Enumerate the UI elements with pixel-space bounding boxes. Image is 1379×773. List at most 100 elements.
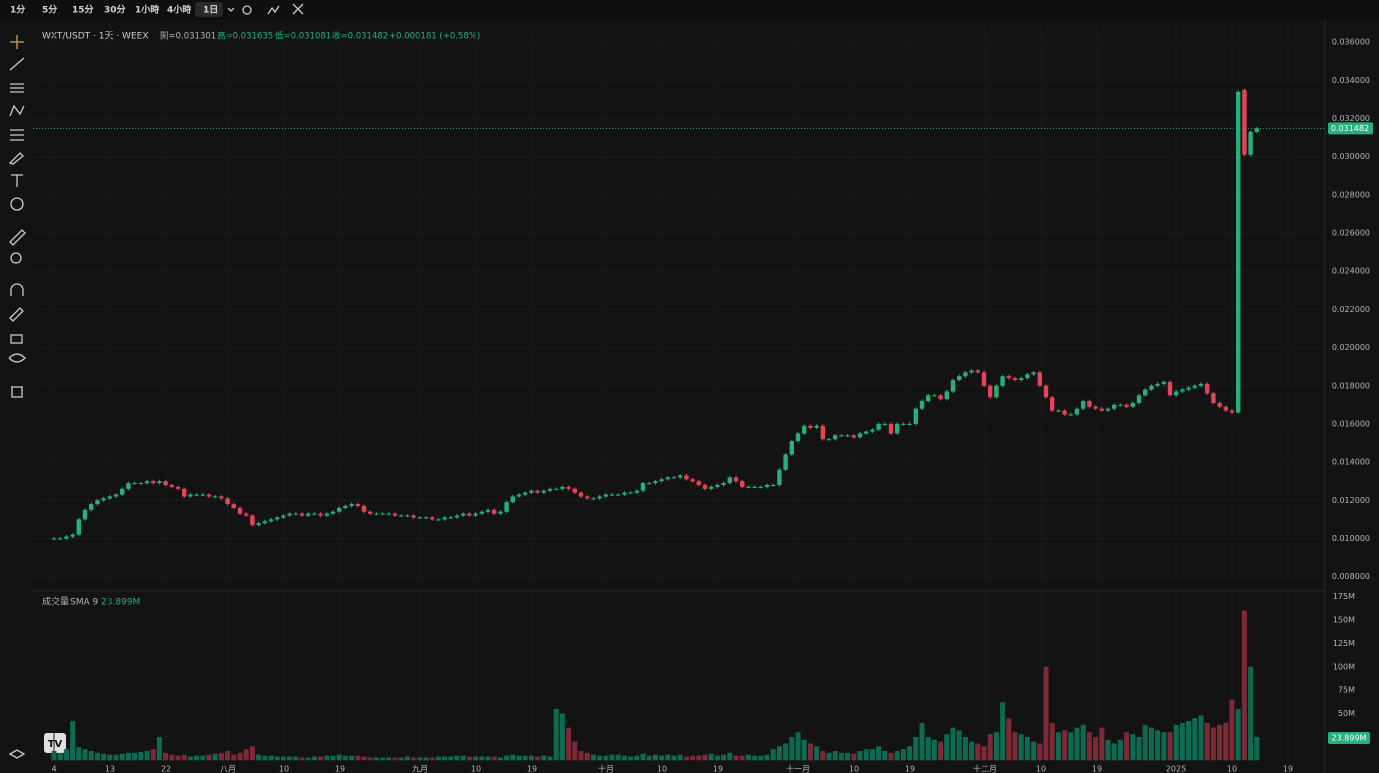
interval-button[interactable]: 30分 bbox=[104, 4, 126, 16]
interval-button[interactable]: 15分 bbox=[72, 4, 94, 16]
text-tool[interactable] bbox=[11, 174, 23, 187]
candle-body bbox=[857, 433, 863, 438]
candle-body bbox=[839, 435, 844, 437]
candle-body bbox=[343, 506, 348, 508]
candle-body bbox=[746, 486, 751, 488]
candle-body bbox=[547, 488, 553, 491]
volume-bar bbox=[745, 754, 751, 761]
volume-bar bbox=[597, 755, 603, 761]
x-tick-label: 10 bbox=[471, 765, 481, 773]
volume-bar bbox=[628, 756, 634, 761]
candle-body bbox=[950, 380, 956, 392]
volume-bar bbox=[1099, 727, 1105, 761]
candle-body bbox=[132, 483, 137, 485]
candle-body bbox=[901, 423, 906, 425]
crosshair-tool[interactable] bbox=[10, 35, 24, 49]
candle-body bbox=[1056, 410, 1061, 412]
candle-body bbox=[399, 515, 404, 517]
candle-body bbox=[1211, 393, 1216, 403]
candle-body bbox=[151, 481, 156, 484]
y-tick-label: 0.020000 bbox=[1332, 343, 1370, 352]
candle-body bbox=[1161, 381, 1166, 384]
interval-button[interactable]: 1分 bbox=[10, 4, 25, 16]
ruler-tool[interactable] bbox=[9, 229, 26, 246]
candle-body bbox=[89, 504, 94, 510]
volume-bar bbox=[206, 754, 212, 761]
volume-bar bbox=[646, 755, 652, 761]
x-tick-label: 九月 bbox=[412, 765, 428, 773]
candle-body bbox=[312, 513, 317, 515]
volume-bar bbox=[1167, 732, 1173, 761]
candle-body bbox=[1025, 374, 1030, 379]
candle-body bbox=[1031, 372, 1036, 375]
interval-button[interactable]: 1日 bbox=[203, 5, 218, 16]
y-tick-label: 0.022000 bbox=[1332, 305, 1370, 314]
candle-body bbox=[417, 517, 422, 519]
candle-body bbox=[479, 511, 484, 514]
x-tick-label: 十一月 bbox=[786, 764, 810, 773]
volume-bar bbox=[94, 752, 100, 761]
candle-body bbox=[888, 423, 894, 434]
interval-button[interactable]: 5分 bbox=[42, 4, 57, 16]
volume-bar bbox=[1080, 724, 1086, 761]
volume-bar bbox=[138, 751, 144, 761]
line-tool[interactable] bbox=[9, 57, 25, 71]
settings-icon[interactable] bbox=[242, 5, 252, 15]
volume-bar bbox=[1217, 724, 1223, 761]
volume-bar bbox=[987, 734, 993, 761]
close-icon[interactable] bbox=[292, 3, 304, 15]
volume-bar bbox=[349, 755, 355, 761]
brush-tool[interactable] bbox=[8, 152, 24, 165]
volume-bar bbox=[107, 754, 113, 761]
volume-bar bbox=[783, 743, 789, 761]
volume-bar bbox=[175, 755, 181, 761]
layers-icon[interactable] bbox=[8, 749, 26, 759]
volume-tick-label: 175M bbox=[1333, 592, 1355, 601]
candle-body bbox=[870, 429, 875, 432]
lock-draw-tool[interactable] bbox=[9, 307, 24, 322]
x-tick-label: 13 bbox=[105, 765, 115, 773]
candle-body bbox=[206, 494, 212, 497]
volume-bar bbox=[572, 741, 578, 761]
interval-button[interactable]: 4小時 bbox=[167, 4, 191, 16]
volume-bar bbox=[1130, 734, 1136, 761]
candle-body bbox=[1223, 406, 1228, 411]
indicator-icon[interactable] bbox=[267, 5, 280, 15]
candle-body bbox=[64, 536, 69, 539]
volume-bar bbox=[621, 755, 627, 761]
trash-tool[interactable] bbox=[11, 386, 23, 398]
volume-bar bbox=[466, 756, 472, 761]
candle-body bbox=[1019, 378, 1024, 381]
volume-bar bbox=[590, 754, 596, 761]
magnet-tool[interactable] bbox=[10, 283, 24, 296]
volume-bar bbox=[1124, 732, 1130, 761]
candle-body bbox=[1242, 89, 1247, 155]
fib-tool[interactable] bbox=[10, 83, 24, 93]
volume-bar bbox=[442, 756, 448, 761]
candle-body bbox=[777, 469, 782, 486]
candle-body bbox=[1118, 404, 1123, 406]
candle-body bbox=[981, 372, 987, 386]
dropdown[interactable] bbox=[227, 7, 235, 12]
interval-button[interactable]: 1小時 bbox=[135, 4, 159, 16]
eye-tool[interactable] bbox=[8, 353, 26, 363]
tv-logo[interactable] bbox=[44, 733, 66, 753]
volume-bar bbox=[690, 755, 696, 761]
candle-body bbox=[1248, 131, 1253, 155]
candle-body bbox=[994, 385, 999, 398]
volume-bar bbox=[634, 755, 640, 761]
zoom-tool[interactable] bbox=[10, 252, 22, 264]
projection-tool[interactable] bbox=[10, 129, 24, 141]
volume-bar bbox=[882, 750, 888, 761]
candle-body bbox=[702, 485, 708, 489]
pattern-tool[interactable] bbox=[9, 104, 25, 117]
candle-body bbox=[436, 519, 441, 521]
candle-body bbox=[1217, 402, 1222, 407]
volume-bar bbox=[559, 713, 565, 761]
emoji-tool[interactable] bbox=[10, 197, 24, 211]
candle-body bbox=[895, 423, 900, 434]
volume-bar bbox=[671, 755, 677, 761]
lock-tool[interactable] bbox=[10, 334, 23, 344]
y-tick-label: 0.030000 bbox=[1332, 152, 1370, 161]
candle-body bbox=[70, 534, 75, 537]
